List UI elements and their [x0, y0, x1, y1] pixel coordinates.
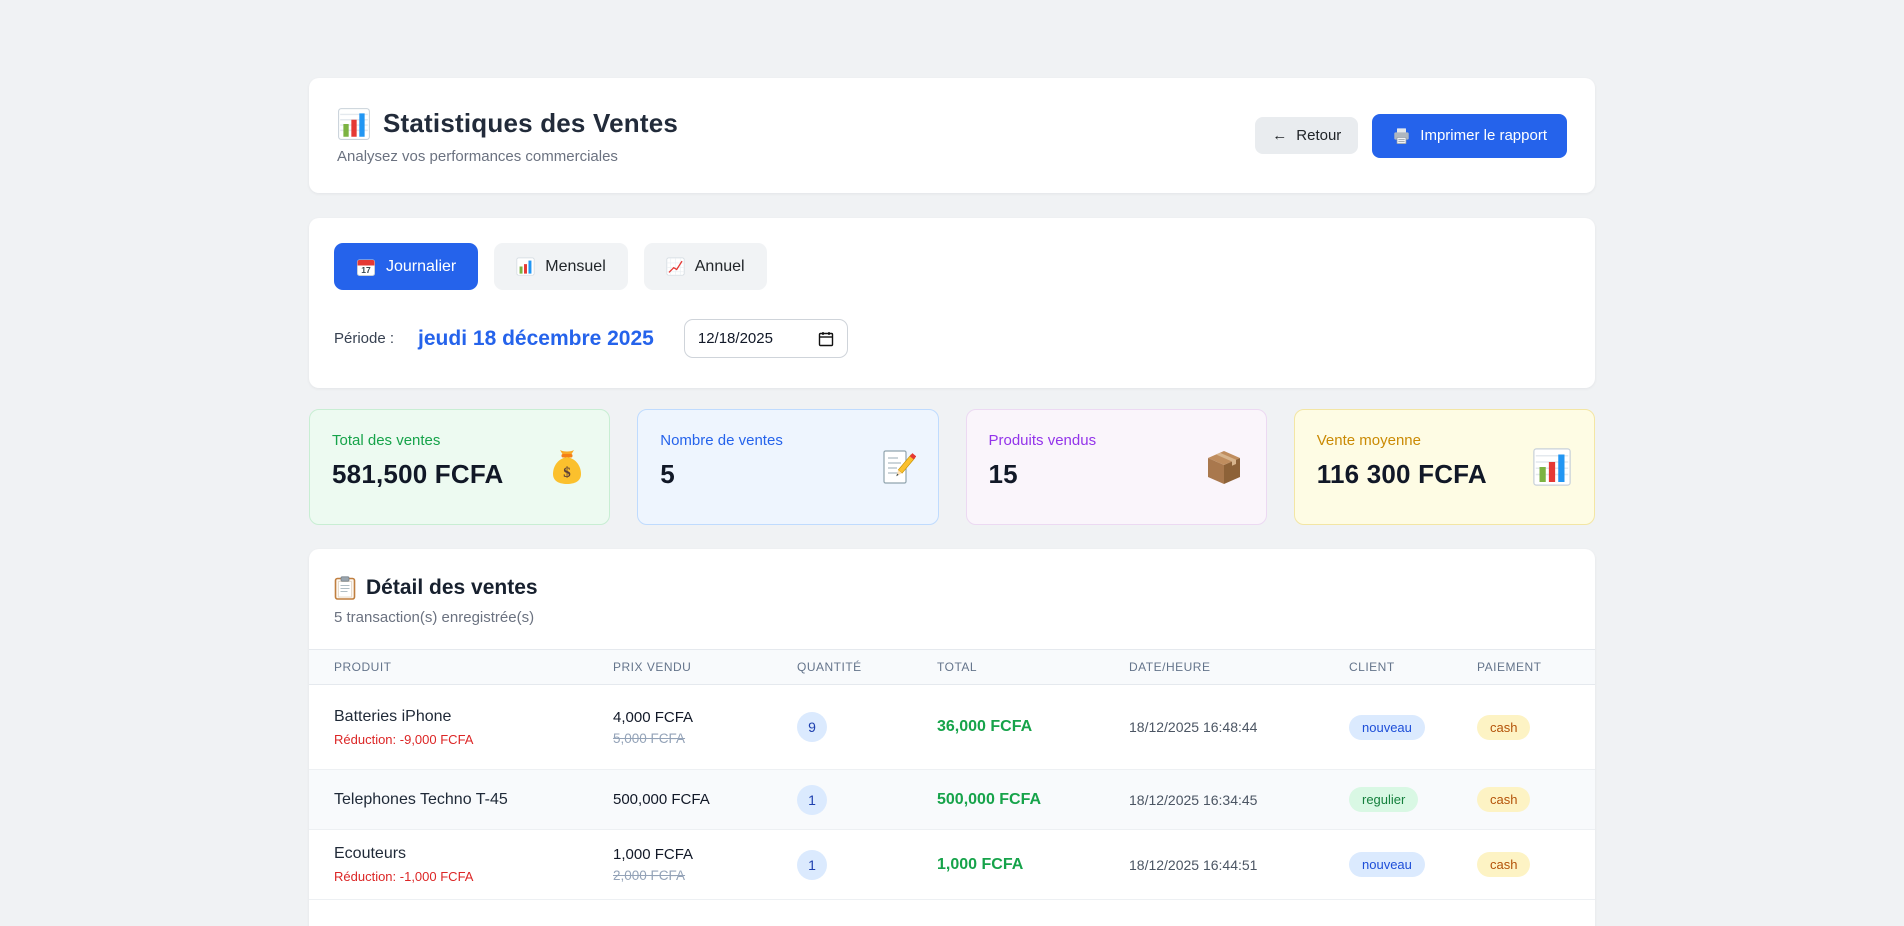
clipboard-icon	[334, 576, 356, 600]
payment-badge: cash	[1477, 787, 1531, 812]
memo-icon	[876, 447, 916, 487]
tab-annuel[interactable]: Annuel	[643, 243, 767, 290]
original-price: 5,000 FCFA	[613, 730, 686, 746]
column-header-total: TOTAL	[937, 660, 978, 674]
column-header-prix: PRIX VENDU	[613, 660, 692, 674]
payment-badge: cash	[1477, 852, 1531, 877]
stat-card-produits-vendus: Produits vendus 15	[965, 409, 1267, 525]
column-header-paiement: PAIEMENT	[1477, 660, 1542, 674]
column-header-quantite: QUANTITÉ	[797, 660, 862, 674]
bar-chart-icon	[1532, 447, 1572, 487]
stat-label: Produits vendus	[988, 432, 1097, 449]
header-actions: ← Retour Imprimer le rapport	[1255, 113, 1567, 158]
table-row[interactable]	[309, 900, 1595, 926]
back-button[interactable]: ← Retour	[1255, 117, 1359, 154]
row-total: 500,000 FCFA	[937, 790, 1042, 808]
tab-mensuel[interactable]: Mensuel	[494, 243, 628, 290]
column-header-client: CLIENT	[1349, 660, 1395, 674]
quantity-badge: 1	[797, 849, 827, 880]
table-row[interactable]: Telephones Techno T-45 500,000 FCFA 1 50…	[309, 770, 1595, 830]
date-input[interactable]: 12/18/2025	[683, 319, 848, 358]
stat-card-nombre-ventes: Nombre de ventes 5	[637, 409, 939, 525]
quantity-badge: 1	[797, 784, 827, 815]
table-row[interactable]: Ecouteurs Réduction: -1,000 FCFA 1,000 F…	[309, 830, 1595, 900]
transaction-count: 5 transaction(s) enregistrée(s)	[334, 609, 535, 626]
money-bag-icon: $	[547, 447, 587, 487]
period-tabs: 17 Journalier Mensuel	[334, 243, 1570, 290]
row-datetime: 18/12/2025 16:44:51	[1129, 856, 1258, 873]
client-badge: nouveau	[1349, 714, 1425, 740]
sales-table-title: Détail des ventes	[366, 576, 538, 599]
table-header-row: PRODUIT PRIX VENDU QUANTITÉ TOTAL DATE/H…	[309, 649, 1595, 685]
stat-value: 116 300 FCFA	[1316, 459, 1487, 489]
client-badge: regulier	[1349, 787, 1419, 812]
bar-chart-icon	[516, 257, 535, 276]
product-reduction: Réduction: -1,000 FCFA	[334, 869, 474, 884]
quantity-badge: 9	[797, 712, 827, 742]
product-name: Batteries iPhone	[334, 707, 452, 725]
page-subtitle: Analysez vos performances commerciales	[337, 147, 618, 165]
arrow-left-icon: ←	[1272, 127, 1288, 144]
print-report-button[interactable]: Imprimer le rapport	[1372, 113, 1567, 158]
sold-price: 500,000 FCFA	[613, 791, 710, 808]
product-name: Ecouteurs	[334, 845, 407, 862]
stat-value: 15	[988, 459, 1018, 489]
period-label: Période :	[334, 330, 395, 347]
original-price: 2,000 FCFA	[613, 868, 686, 883]
filter-card: 17 Journalier Mensuel	[309, 218, 1595, 388]
row-datetime: 18/12/2025 16:34:45	[1129, 791, 1258, 808]
product-name: Telephones Techno T-45	[334, 790, 508, 808]
stat-label: Vente moyenne	[1316, 432, 1421, 449]
table-row[interactable]: Batteries iPhone Réduction: -9,000 FCFA …	[309, 685, 1595, 770]
sold-price: 4,000 FCFA	[613, 708, 694, 726]
tab-journalier[interactable]: 17 Journalier	[334, 243, 479, 290]
sold-price: 1,000 FCFA	[613, 846, 694, 863]
header-card: Statistiques des Ventes Analysez vos per…	[309, 78, 1595, 193]
client-badge: nouveau	[1349, 852, 1425, 877]
product-reduction: Réduction: -9,000 FCFA	[334, 731, 474, 747]
period-row: Période : jeudi 18 décembre 2025 12/18/2…	[334, 319, 1570, 358]
calendar-icon: 17	[356, 257, 376, 277]
page-title: Statistiques des Ventes	[383, 108, 679, 138]
svg-text:$: $	[564, 465, 572, 481]
column-header-produit: PRODUIT	[334, 660, 392, 674]
page-container: Statistiques des Ventes Analysez vos per…	[309, 0, 1595, 926]
payment-badge: cash	[1477, 714, 1531, 740]
package-icon	[1204, 447, 1244, 487]
bar-chart-icon	[337, 107, 371, 141]
svg-text:17: 17	[361, 265, 371, 275]
calendar-picker-icon[interactable]	[818, 331, 834, 347]
stat-label: Nombre de ventes	[660, 432, 783, 449]
row-total: 1,000 FCFA	[937, 855, 1024, 873]
stat-label: Total des ventes	[332, 432, 441, 449]
stat-card-total-ventes: Total des ventes 581,500 FCFA $	[309, 409, 611, 525]
trend-up-icon	[666, 257, 685, 276]
sales-table-head: Détail des ventes 5 transaction(s) enreg…	[309, 549, 1595, 649]
stat-value: 581,500 FCFA	[332, 459, 504, 489]
stat-value: 5	[660, 459, 675, 489]
printer-icon	[1392, 127, 1411, 145]
stats-grid: Total des ventes 581,500 FCFA $ Nombre d…	[309, 409, 1595, 525]
header-left: Statistiques des Ventes Analysez vos per…	[337, 107, 678, 165]
stat-card-vente-moyenne: Vente moyenne 116 300 FCFA	[1293, 409, 1595, 525]
column-header-date: DATE/HEURE	[1129, 660, 1211, 674]
period-value: jeudi 18 décembre 2025	[418, 326, 654, 350]
row-datetime: 18/12/2025 16:48:44	[1129, 719, 1258, 735]
sales-table-card: Détail des ventes 5 transaction(s) enreg…	[309, 549, 1595, 926]
row-total: 36,000 FCFA	[937, 718, 1033, 735]
